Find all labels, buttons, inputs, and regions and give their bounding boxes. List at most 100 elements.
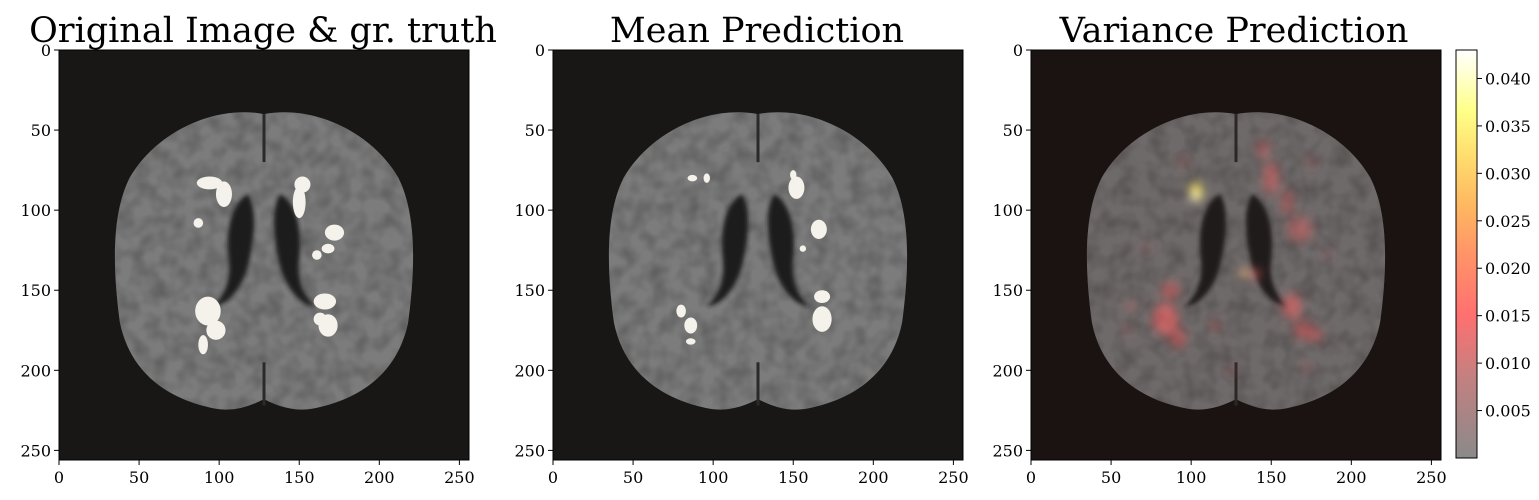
colorbar-tick-label: 0.030 — [1485, 164, 1531, 183]
axes-frame — [552, 49, 964, 461]
x-tick-label: 250 — [1416, 468, 1447, 487]
variance-tint — [1031, 50, 1441, 460]
lesion-region — [292, 186, 306, 219]
colorbar-tick-label: 0.010 — [1485, 354, 1531, 373]
y-tick-label: 200 — [992, 361, 1023, 380]
panel-title: Variance Prediction — [1059, 11, 1409, 51]
y-tick-label: 100 — [992, 201, 1023, 220]
y-tick-label: 250 — [992, 441, 1023, 460]
variance-hotspot — [1152, 303, 1179, 336]
y-tick-label: 150 — [514, 281, 545, 300]
x-tick-label: 250 — [938, 468, 969, 487]
variance-hotspot — [1210, 319, 1220, 332]
variance-hotspot — [1226, 365, 1236, 376]
ventricle — [1184, 194, 1227, 307]
lesion-region — [198, 335, 208, 355]
lesion-region — [196, 176, 223, 190]
variance-hotspot — [1122, 325, 1132, 336]
colorbar-tick-label: 0.035 — [1485, 117, 1531, 136]
y-tick-label: 50 — [31, 121, 51, 140]
variance-hotspot — [1239, 269, 1249, 276]
lesion-region — [703, 173, 710, 183]
y-tick-label: 250 — [20, 441, 51, 460]
y-tick-label: 150 — [992, 281, 1023, 300]
y-tick-label: 0 — [41, 41, 51, 60]
ventricle — [706, 194, 749, 307]
lesion-overlay — [193, 176, 345, 355]
panel-title: Mean Prediction — [610, 11, 904, 51]
lesion-region — [676, 304, 686, 318]
ventricle — [767, 194, 810, 307]
lesion-region — [684, 317, 698, 334]
variance-hotspot — [1282, 293, 1302, 320]
variance-hotspot — [1250, 269, 1261, 280]
ventricle — [273, 194, 316, 307]
lesion-region — [206, 320, 226, 340]
lesion-region — [687, 174, 698, 182]
variance-hotspot — [1309, 328, 1323, 342]
x-tick-label: 200 — [1336, 468, 1367, 487]
y-tick-label: 50 — [1003, 121, 1023, 140]
variance-hotspot — [1322, 250, 1333, 260]
brain-sulci-texture — [114, 112, 414, 410]
lesion-region — [321, 243, 335, 254]
lesion-region — [812, 306, 832, 332]
x-tick-label: 150 — [284, 468, 315, 487]
variance-hotspot — [1160, 282, 1180, 299]
lesion-region — [313, 312, 327, 326]
lesion-region — [324, 224, 345, 241]
lesion-region — [788, 176, 805, 199]
variance-hotspot — [1123, 301, 1137, 312]
lesion-region — [814, 290, 831, 304]
y-tick-label: 100 — [514, 201, 545, 220]
x-tick-label: 50 — [623, 468, 643, 487]
x-tick-label: 0 — [54, 468, 64, 487]
lesion-region — [810, 219, 827, 239]
y-tick-label: 0 — [1013, 41, 1023, 60]
variance-hotspot — [1301, 362, 1312, 372]
x-tick-label: 150 — [778, 468, 809, 487]
y-tick-label: 150 — [20, 281, 51, 300]
colorbar-tick-label: 0.040 — [1485, 69, 1531, 88]
x-tick-label: 0 — [548, 468, 558, 487]
y-tick-label: 0 — [535, 41, 545, 60]
variance-overlay — [1122, 139, 1333, 376]
lesion-region — [799, 245, 807, 252]
variance-hotspot — [1280, 189, 1294, 215]
variance-hotspot — [1256, 139, 1270, 159]
variance-hotspot — [1306, 157, 1317, 167]
variance-hotspot — [1293, 320, 1313, 340]
y-tick-label: 200 — [514, 361, 545, 380]
lesion-region — [195, 296, 221, 326]
lesion-overlay — [676, 170, 832, 345]
variance-colorbar: 0.005 0.010 0.015 0.020 0.025 0.030 0.035 0.040 — [1455, 49, 1531, 459]
y-tick-label: 200 — [20, 361, 51, 380]
lesion-region — [312, 250, 322, 260]
colorbar-frame — [1455, 49, 1478, 459]
x-tick-label: 200 — [364, 468, 395, 487]
y-tick-label: 50 — [525, 121, 545, 140]
axes-frame — [1030, 49, 1442, 461]
lesion-region — [790, 170, 797, 180]
variance-hotspot — [1178, 157, 1188, 167]
axes-frame — [58, 49, 470, 461]
x-tick-label: 150 — [1256, 468, 1287, 487]
x-tick-label: 100 — [1176, 468, 1207, 487]
variance-hotspot — [1191, 192, 1198, 203]
x-tick-label: 250 — [444, 468, 475, 487]
lesion-region — [685, 338, 696, 345]
colorbar-tick-label: 0.005 — [1485, 402, 1531, 421]
variance-hotspot — [1287, 216, 1313, 243]
x-tick-label: 200 — [858, 468, 889, 487]
variance-hotspot — [1263, 162, 1280, 195]
variance-hotspot — [1170, 328, 1187, 348]
colorbar-tick-label: 0.020 — [1485, 259, 1531, 278]
y-tick-label: 250 — [514, 441, 545, 460]
colorbar-gradient — [1456, 50, 1477, 458]
x-tick-label: 50 — [129, 468, 149, 487]
lesion-region — [313, 293, 337, 310]
y-tick-label: 100 — [20, 201, 51, 220]
